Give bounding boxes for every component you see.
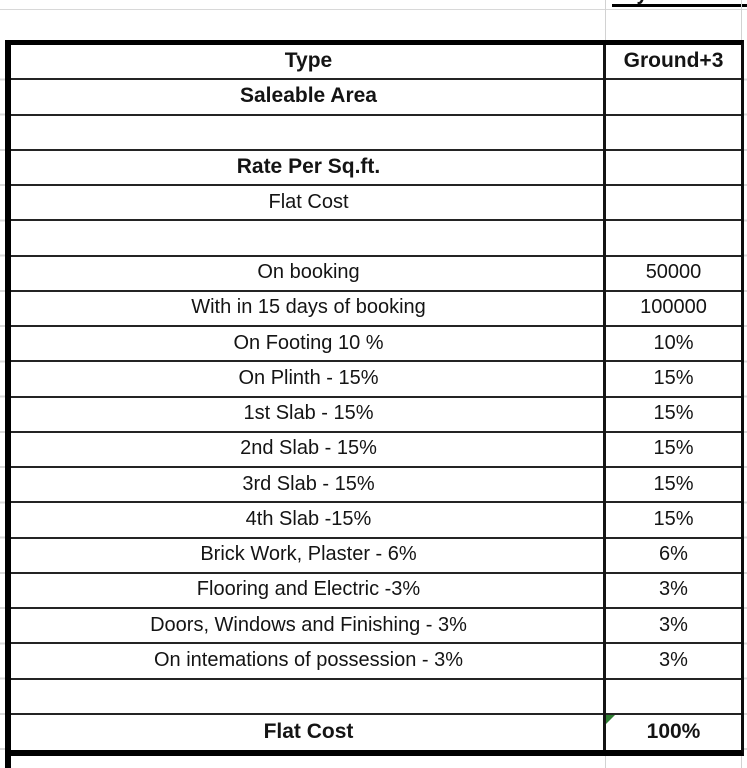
- row-value-cell[interactable]: 50000: [645, 261, 702, 284]
- row-label-cell[interactable]: Flat Cost: [263, 719, 354, 743]
- row-value-cell[interactable]: 15%: [653, 366, 694, 389]
- row-value-cell[interactable]: [606, 151, 741, 184]
- table-row: Saleable Area: [11, 80, 741, 116]
- table-row: 1st Slab - 15% 15%: [11, 398, 741, 433]
- table-row: Doors, Windows and Finishing - 3% 3%: [11, 609, 741, 645]
- row-label-cell[interactable]: 1st Slab - 15%: [243, 402, 374, 425]
- row-value-cell[interactable]: 100%: [606, 714, 741, 750]
- row-label-cell[interactable]: Brick Work, Plaster - 6%: [200, 543, 417, 566]
- error-indicator-icon: [606, 714, 615, 724]
- row-value-cell[interactable]: 3%: [659, 648, 688, 671]
- table-row: On booking 50000: [11, 257, 741, 292]
- table-row: 2nd Slab - 15% 15%: [11, 433, 741, 468]
- table-row: [11, 221, 741, 257]
- table-row: On intemations of possession - 3% 3%: [11, 644, 741, 680]
- column-divider-line: [603, 45, 606, 750]
- row-value-cell[interactable]: 15%: [653, 507, 694, 530]
- row-label-cell[interactable]: With in 15 days of booking: [191, 296, 426, 319]
- row-value-cell[interactable]: [606, 221, 741, 254]
- row-label-cell[interactable]: [11, 221, 606, 254]
- row-value-cell[interactable]: 3%: [659, 613, 688, 636]
- sheet-title-cell[interactable]: Payment Schedule: [607, 0, 747, 8]
- table-row: Flat Cost 100%: [11, 714, 741, 750]
- row-label-cell[interactable]: [11, 680, 606, 713]
- row-label-cell[interactable]: On Footing 10 %: [233, 331, 384, 354]
- gridline-vertical: [741, 0, 742, 40]
- table-row: On Footing 10 % 10%: [11, 327, 741, 363]
- row-label-cell[interactable]: On booking: [257, 261, 360, 284]
- left-border-continuation: [5, 756, 11, 768]
- gridline-horizontal: [0, 9, 747, 10]
- gridline-vertical: [605, 756, 606, 768]
- row-value-cell[interactable]: 3%: [659, 578, 688, 601]
- row-value-cell[interactable]: Ground+3: [623, 49, 724, 73]
- row-value-cell[interactable]: 15%: [653, 437, 694, 460]
- row-label-cell[interactable]: On Plinth - 15%: [238, 366, 379, 389]
- table-row: 4th Slab -15% 15%: [11, 503, 741, 539]
- table-row: On Plinth - 15% 15%: [11, 362, 741, 398]
- table-row: [11, 680, 741, 715]
- sheet-title-text: Payment Schedule: [612, 0, 747, 7]
- table-row: Flooring and Electric -3% 3%: [11, 574, 741, 609]
- table-row: [11, 116, 741, 151]
- row-label-cell[interactable]: Type: [284, 49, 333, 73]
- table-row: Flat Cost: [11, 186, 741, 222]
- row-value-cell[interactable]: 100000: [640, 296, 707, 319]
- gridline-vertical: [741, 756, 742, 768]
- gridline-strip-right: [744, 45, 747, 750]
- row-value-cell[interactable]: 6%: [659, 543, 688, 566]
- row-label-cell[interactable]: 2nd Slab - 15%: [240, 437, 377, 460]
- row-label-cell[interactable]: Flat Cost: [268, 190, 349, 213]
- table-row: Brick Work, Plaster - 6% 6%: [11, 539, 741, 574]
- row-value-cell[interactable]: [606, 680, 741, 713]
- row-label-cell[interactable]: Saleable Area: [240, 84, 377, 108]
- row-value-cell[interactable]: 15%: [653, 472, 694, 495]
- gridline-strip-left: [0, 45, 5, 750]
- row-value-cell[interactable]: [606, 80, 741, 113]
- row-label-cell[interactable]: [11, 116, 606, 149]
- row-label-cell[interactable]: On intemations of possession - 3%: [153, 648, 464, 671]
- row-label-cell[interactable]: 4th Slab -15%: [245, 507, 372, 530]
- row-label-cell[interactable]: Rate Per Sq.ft.: [236, 154, 381, 178]
- payment-schedule-table: Type Ground+3 Saleable Area Rate: [5, 40, 744, 756]
- row-label-cell[interactable]: 3rd Slab - 15%: [242, 472, 375, 495]
- row-label-cell[interactable]: Flooring and Electric -3%: [196, 578, 421, 601]
- gridline-vertical: [605, 0, 606, 40]
- table-row: 3rd Slab - 15% 15%: [11, 468, 741, 504]
- table-row: Rate Per Sq.ft.: [11, 151, 741, 186]
- row-label-cell[interactable]: Doors, Windows and Finishing - 3%: [150, 613, 467, 636]
- row-value-cell[interactable]: 15%: [653, 402, 694, 425]
- table-row: With in 15 days of booking 100000: [11, 292, 741, 327]
- row-value-cell[interactable]: [606, 186, 741, 219]
- table-rows: Type Ground+3 Saleable Area Rate: [11, 45, 741, 750]
- row-value-cell[interactable]: 10%: [653, 331, 694, 354]
- table-row: Type Ground+3: [11, 45, 741, 81]
- row-value-cell[interactable]: [606, 116, 741, 149]
